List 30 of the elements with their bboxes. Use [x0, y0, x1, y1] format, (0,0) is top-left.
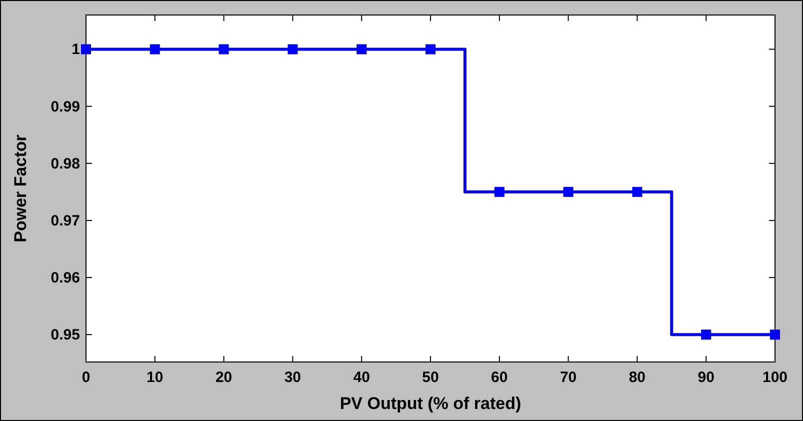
y-tick-label: 0.97: [50, 212, 80, 230]
x-tick-label: 90: [698, 369, 714, 386]
point: [81, 44, 91, 54]
x-tick-label: 80: [628, 369, 646, 386]
point: [632, 186, 642, 197]
x-tick-label: 50: [422, 369, 439, 386]
point: [218, 44, 229, 54]
point: [288, 44, 298, 54]
point: [150, 44, 160, 54]
x-tick-label: 30: [284, 369, 302, 386]
point: [701, 330, 712, 340]
y-axis-title: Power Factor: [11, 134, 30, 242]
x-tick-label: 60: [491, 369, 508, 386]
x-tick-label: 20: [215, 369, 232, 386]
y-tick-label: 0.96: [50, 270, 80, 287]
point: [356, 44, 367, 54]
x-tick-label: 10: [146, 369, 164, 386]
x-tick-label: 100: [762, 369, 788, 386]
x-tick-label: 70: [560, 369, 577, 386]
point: [563, 186, 574, 197]
point: [426, 44, 436, 54]
y-tick-label: 1: [72, 41, 80, 58]
point: [770, 330, 780, 340]
point: [494, 186, 504, 197]
y-tick-label: 0.95: [50, 326, 80, 344]
y-tick-label: 0.98: [50, 155, 80, 172]
x-tick-label: 40: [353, 369, 370, 386]
y-tick-label: 0.99: [50, 98, 80, 116]
x-axis-title: PV Output (% of rated): [340, 394, 522, 413]
x-tick-label: 0: [82, 369, 90, 386]
